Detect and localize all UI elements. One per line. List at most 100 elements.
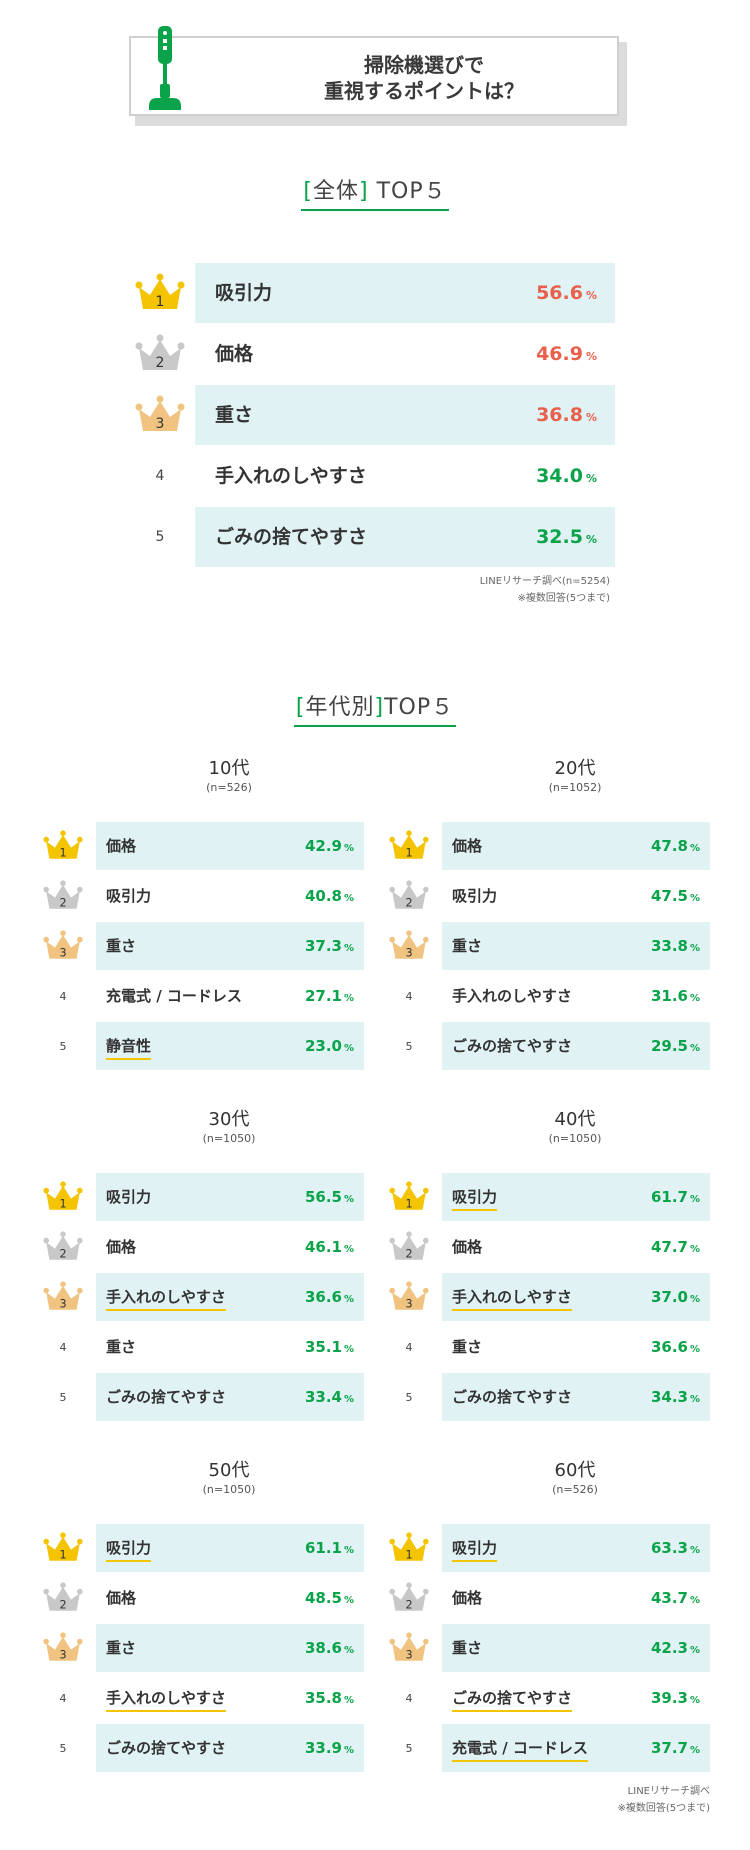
rank-icon: 1 [38, 822, 88, 870]
percent-sign: % [343, 1244, 354, 1255]
table-row: 吸引力 56.5% [96, 1173, 364, 1221]
item-label: ごみの捨てやすさ [215, 526, 368, 548]
value-number: 31.6 [650, 987, 688, 1005]
item-label: 価格 [215, 343, 254, 365]
item-label: 重さ [106, 1624, 136, 1672]
rank-icon: 2 [384, 872, 434, 920]
item-label-text: 重さ [452, 1338, 483, 1356]
item-label-text: 重さ [106, 1639, 137, 1657]
item-label-text: 充電式 / コードレス [106, 987, 242, 1005]
crown-rank-number: 1 [405, 846, 412, 859]
rank-number: 4 [59, 1691, 67, 1705]
table-row: 重さ 36.6% [442, 1323, 710, 1371]
rank-icon: 2 [38, 872, 88, 920]
value-number: 38.6 [304, 1639, 342, 1657]
heading-suffix: TOP５ [384, 695, 455, 720]
header-box: 掃除機選びで 重視するポイントは？ [129, 26, 619, 116]
item-value: 37.3% [305, 922, 354, 970]
table-row: 価格 46.9% [195, 324, 615, 384]
crown-rank-number: 3 [59, 946, 66, 959]
title-line-2: 重視するポイントは？ [324, 79, 524, 103]
item-label-text: 吸引力 [452, 887, 498, 905]
vacuum-cleaner-icon [149, 26, 181, 110]
percent-sign: % [343, 893, 354, 904]
rank-icon: 1 [384, 1524, 434, 1572]
gold-crown-icon: 1 [135, 273, 185, 310]
item-label-text: ごみの捨てやすさ [452, 1037, 573, 1055]
table-row: 吸引力 61.7% [442, 1173, 710, 1221]
age-heading: [年代別]TOP５ [0, 689, 750, 727]
item-value: 42.3% [651, 1624, 700, 1672]
table-row: ごみの捨てやすさ 34.3% [442, 1373, 710, 1421]
crown-rank-number: 2 [405, 896, 412, 909]
item-label-text: 吸引力 [452, 1188, 498, 1211]
item-label-text: 重さ [106, 1338, 137, 1356]
item-label-text: ごみの捨てやすさ [106, 1388, 227, 1406]
item-label-text: 重さ [452, 1639, 483, 1657]
heading-bracket-close: ] [359, 179, 369, 204]
value-number: 40.8 [304, 887, 342, 905]
table-row: ごみの捨てやすさ 39.3% [442, 1674, 710, 1722]
table-row: 吸引力 61.1% [96, 1524, 364, 1572]
rank-icon: 1 [384, 1173, 434, 1221]
value-number: 34.0 [536, 465, 583, 487]
overall-heading: [全体] TOP５ [0, 173, 750, 211]
note-multi-answer: ※複数回答(5つまで) [517, 593, 610, 604]
percent-sign: % [689, 1645, 700, 1656]
percent-sign: % [343, 1344, 354, 1355]
age-label: 30代 [208, 1109, 250, 1130]
item-value: 33.8% [651, 922, 700, 970]
value-number: 36.8 [536, 404, 583, 426]
value-number: 33.8 [650, 937, 688, 955]
age-label: 60代 [554, 1460, 596, 1481]
sample-size: (n=1052) [548, 781, 602, 794]
percent-sign: % [689, 1294, 700, 1305]
item-label: ごみの捨てやすさ [452, 1373, 572, 1421]
table-row: ごみの捨てやすさ 33.4% [96, 1373, 364, 1421]
heading-text: 全体 [312, 179, 359, 204]
item-value: 43.7% [651, 1574, 700, 1622]
crown-rank-number: 3 [405, 1297, 412, 1310]
note-source: LINEリサーチ調べ [627, 1786, 710, 1797]
crown-rank-number: 3 [59, 1297, 66, 1310]
item-value: 48.5% [305, 1574, 354, 1622]
sample-size: (n=1050) [548, 1132, 602, 1145]
crown-rank-number: 1 [156, 294, 165, 310]
crown-rank-number: 2 [59, 896, 66, 909]
rank-icon: 3 [384, 1624, 434, 1672]
rank-icon: 3 [384, 1273, 434, 1321]
rank-icon: 5 [384, 1022, 434, 1070]
item-value: 35.1% [305, 1323, 354, 1371]
item-label: 吸引力 [215, 282, 273, 304]
percent-sign: % [343, 1745, 354, 1756]
crown-rank-number: 2 [59, 1247, 66, 1260]
value-number: 34.3 [650, 1388, 688, 1406]
item-label: 吸引力 [106, 872, 151, 920]
rank-icon: 3 [38, 922, 88, 970]
age-group-title: 50代 (n=1050) [104, 1460, 354, 1498]
crown-rank-number: 2 [59, 1598, 66, 1611]
item-label: 充電式 / コードレス [452, 1724, 588, 1772]
item-value: 23.0% [305, 1022, 354, 1070]
value-number: 29.5 [650, 1037, 688, 1055]
item-label: 手入れのしやすさ [106, 1273, 226, 1321]
item-label-text: ごみの捨てやすさ [452, 1689, 573, 1712]
item-label: 手入れのしやすさ [106, 1674, 226, 1722]
value-number: 27.1 [304, 987, 342, 1005]
rank-number: 4 [405, 1691, 413, 1705]
item-label: ごみの捨てやすさ [106, 1373, 226, 1421]
rank-icon: 3 [131, 385, 189, 445]
table-row: 手入れのしやすさ 37.0% [442, 1273, 710, 1321]
item-label-text: 価格 [106, 1589, 137, 1607]
item-label: 重さ [106, 1323, 136, 1371]
rank-number: 4 [405, 989, 413, 1003]
item-label-text: 価格 [106, 837, 137, 855]
percent-sign: % [689, 843, 700, 854]
rank-icon: 4 [384, 972, 434, 1020]
rank-number: 5 [59, 1390, 67, 1404]
item-label-text: ごみの捨てやすさ [106, 1739, 227, 1757]
percent-sign: % [343, 1695, 354, 1706]
item-label-text: 手入れのしやすさ [452, 987, 572, 1005]
item-label-text: 重さ [452, 937, 483, 955]
item-label-text: 吸引力 [452, 1539, 498, 1562]
